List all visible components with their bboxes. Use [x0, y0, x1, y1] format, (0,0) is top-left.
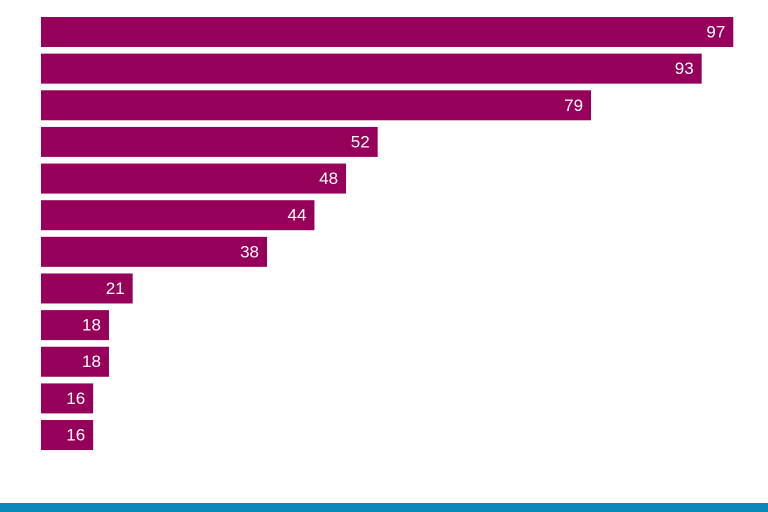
value-label: 93	[675, 59, 694, 78]
bar	[41, 53, 702, 84]
value-label: 38	[240, 242, 259, 261]
bar	[41, 236, 268, 267]
value-label: 16	[66, 389, 85, 408]
value-label: 18	[82, 316, 101, 335]
bar	[41, 126, 378, 157]
bar	[41, 346, 109, 377]
value-label: 97	[706, 22, 725, 41]
bar	[41, 200, 315, 231]
bar	[41, 273, 133, 304]
value-label: 48	[319, 169, 338, 188]
bar	[41, 310, 109, 341]
value-label: 18	[82, 352, 101, 371]
bar	[41, 90, 592, 121]
bar	[41, 420, 94, 451]
value-label: 21	[106, 279, 125, 298]
value-label: 52	[351, 132, 370, 151]
bar	[41, 383, 94, 414]
footer-band	[0, 503, 768, 512]
bar	[41, 163, 347, 194]
value-label: 44	[288, 206, 307, 225]
value-label: 16	[66, 426, 85, 445]
bar	[41, 17, 734, 47]
value-label: 79	[564, 96, 583, 115]
